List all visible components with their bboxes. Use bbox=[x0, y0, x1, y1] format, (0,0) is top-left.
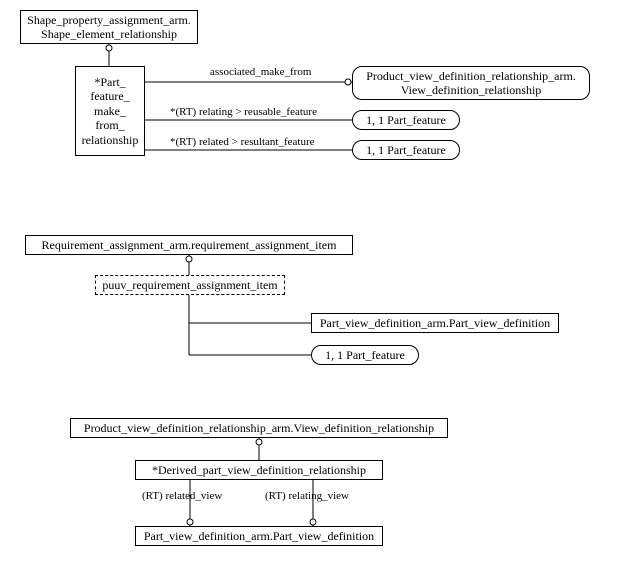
pf2-text: 1, 1 Part_feature bbox=[366, 143, 446, 157]
part-feature-3-box: 1, 1 Part_feature bbox=[311, 345, 419, 365]
assoc-make-from-label: associated_make_from bbox=[210, 66, 311, 78]
rt-relating-view-label: (RT) relating_view bbox=[265, 490, 349, 502]
pvd-arm-text2: Part_view_definition_arm.Part_view_defin… bbox=[144, 529, 374, 543]
puuv-text: puuv_requirement_assignment_item bbox=[102, 278, 277, 292]
pfmf-l2: feature_ bbox=[90, 89, 129, 103]
pfmf-l5: relationship bbox=[82, 133, 139, 147]
part-feature-1-box: 1, 1 Part_feature bbox=[352, 110, 460, 130]
pf1-text: 1, 1 Part_feature bbox=[366, 113, 446, 127]
rt-related-view-label: (RT) related_view bbox=[142, 490, 222, 502]
pvd-rel-text2: Product_view_definition_relationship_arm… bbox=[84, 421, 434, 435]
prod-view-rel-box: Product_view_definition_relationship_arm… bbox=[352, 66, 590, 100]
pvd-rel-box2: Product_view_definition_relationship_arm… bbox=[70, 418, 448, 438]
pvr-l1: Product_view_definition_relationship_arm… bbox=[366, 69, 576, 83]
pfmf-l3: make_ bbox=[94, 104, 126, 118]
req-assign-text: Requirement_assignment_arm.requirement_a… bbox=[42, 238, 337, 252]
part-feature-make-from-box: *Part_ feature_ make_ from_ relationship bbox=[75, 66, 145, 156]
derived-box: *Derived_part_view_definition_relationsh… bbox=[135, 460, 383, 480]
req-assign-box: Requirement_assignment_arm.requirement_a… bbox=[25, 235, 353, 255]
pf3-text: 1, 1 Part_feature bbox=[325, 348, 405, 362]
pvr-l2: View_definition_relationship bbox=[401, 83, 542, 97]
puuv-box: puuv_requirement_assignment_item bbox=[95, 275, 285, 295]
part-feature-2-box: 1, 1 Part_feature bbox=[352, 140, 460, 160]
rt-related-label: *(RT) related > resultant_feature bbox=[170, 136, 315, 148]
pvd-arm-box2: Part_view_definition_arm.Part_view_defin… bbox=[135, 526, 383, 546]
pfmf-l4: from_ bbox=[95, 118, 124, 132]
shape-property-l2: Shape_element_relationship bbox=[41, 27, 177, 41]
pvd-arm-text: Part_view_definition_arm.Part_view_defin… bbox=[320, 316, 550, 330]
shape-property-l1: Shape_property_assignment_arm. bbox=[27, 13, 191, 27]
derived-text: *Derived_part_view_definition_relationsh… bbox=[152, 463, 366, 477]
shape-property-box: Shape_property_assignment_arm. Shape_ele… bbox=[20, 10, 198, 44]
pfmf-l1: *Part_ bbox=[94, 75, 125, 89]
pvd-arm-box: Part_view_definition_arm.Part_view_defin… bbox=[311, 313, 559, 333]
rt-relating-label: *(RT) relating > reusable_feature bbox=[170, 106, 317, 118]
